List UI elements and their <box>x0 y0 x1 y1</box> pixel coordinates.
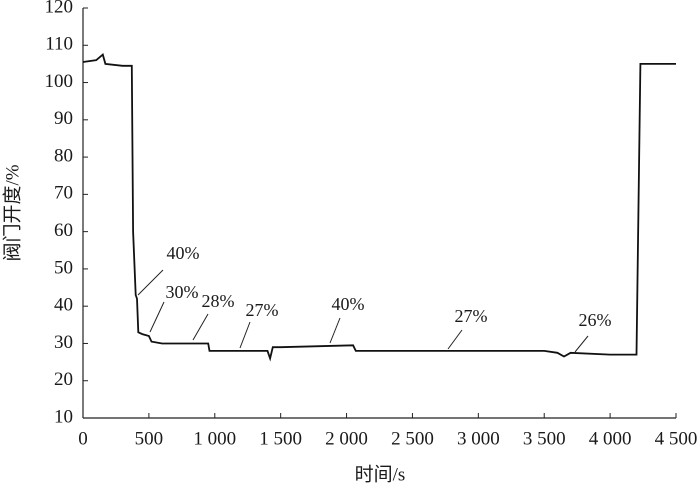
x-tick-label: 1 000 <box>193 428 236 449</box>
annotation-leader <box>329 317 341 344</box>
annotation: 26% <box>579 310 612 330</box>
x-tick-label: 1 500 <box>259 428 302 449</box>
annotation-leader <box>149 301 165 333</box>
annotation-leader <box>574 335 589 353</box>
x-tick-label: 4 000 <box>589 428 632 449</box>
annotation: 28% <box>202 291 235 311</box>
annotation: 30% <box>166 282 199 302</box>
annotation-leader <box>137 269 164 296</box>
y-tick-label: 30 <box>54 332 73 353</box>
x-tick-label: 500 <box>135 428 164 449</box>
y-tick-label: 90 <box>54 108 73 129</box>
x-tick-label: 3 000 <box>457 428 500 449</box>
y-tick-label: 110 <box>45 34 73 55</box>
x-tick-label: 2 000 <box>325 428 368 449</box>
data-line <box>82 53 676 362</box>
annotation: 40% <box>167 243 200 263</box>
x-tick-label: 0 <box>78 428 88 449</box>
y-tick-label: 40 <box>54 295 73 316</box>
x-tick-label: 2 500 <box>391 428 434 449</box>
y-tick-label: 50 <box>54 257 73 278</box>
y-tick-label: 120 <box>45 0 74 17</box>
annotation-leader <box>447 329 463 350</box>
annotation-leader <box>239 321 251 349</box>
y-tick-label: 20 <box>54 369 73 390</box>
x-tick-label: 4 500 <box>655 428 698 449</box>
annotation: 27% <box>246 300 279 320</box>
y-tick-label: 60 <box>54 220 73 241</box>
y-tick-label: 10 <box>54 406 73 427</box>
y-axis-label: 阀门开度/% <box>1 164 23 261</box>
y-tick-label: 100 <box>45 71 74 92</box>
annotation: 27% <box>455 306 488 326</box>
x-tick-label: 3 500 <box>523 428 566 449</box>
annotation-leader <box>192 313 209 341</box>
y-tick-label: 70 <box>54 183 73 204</box>
x-axis-label: 时间/s <box>355 463 406 485</box>
annotation: 40% <box>332 294 365 314</box>
y-tick-label: 80 <box>54 145 73 166</box>
